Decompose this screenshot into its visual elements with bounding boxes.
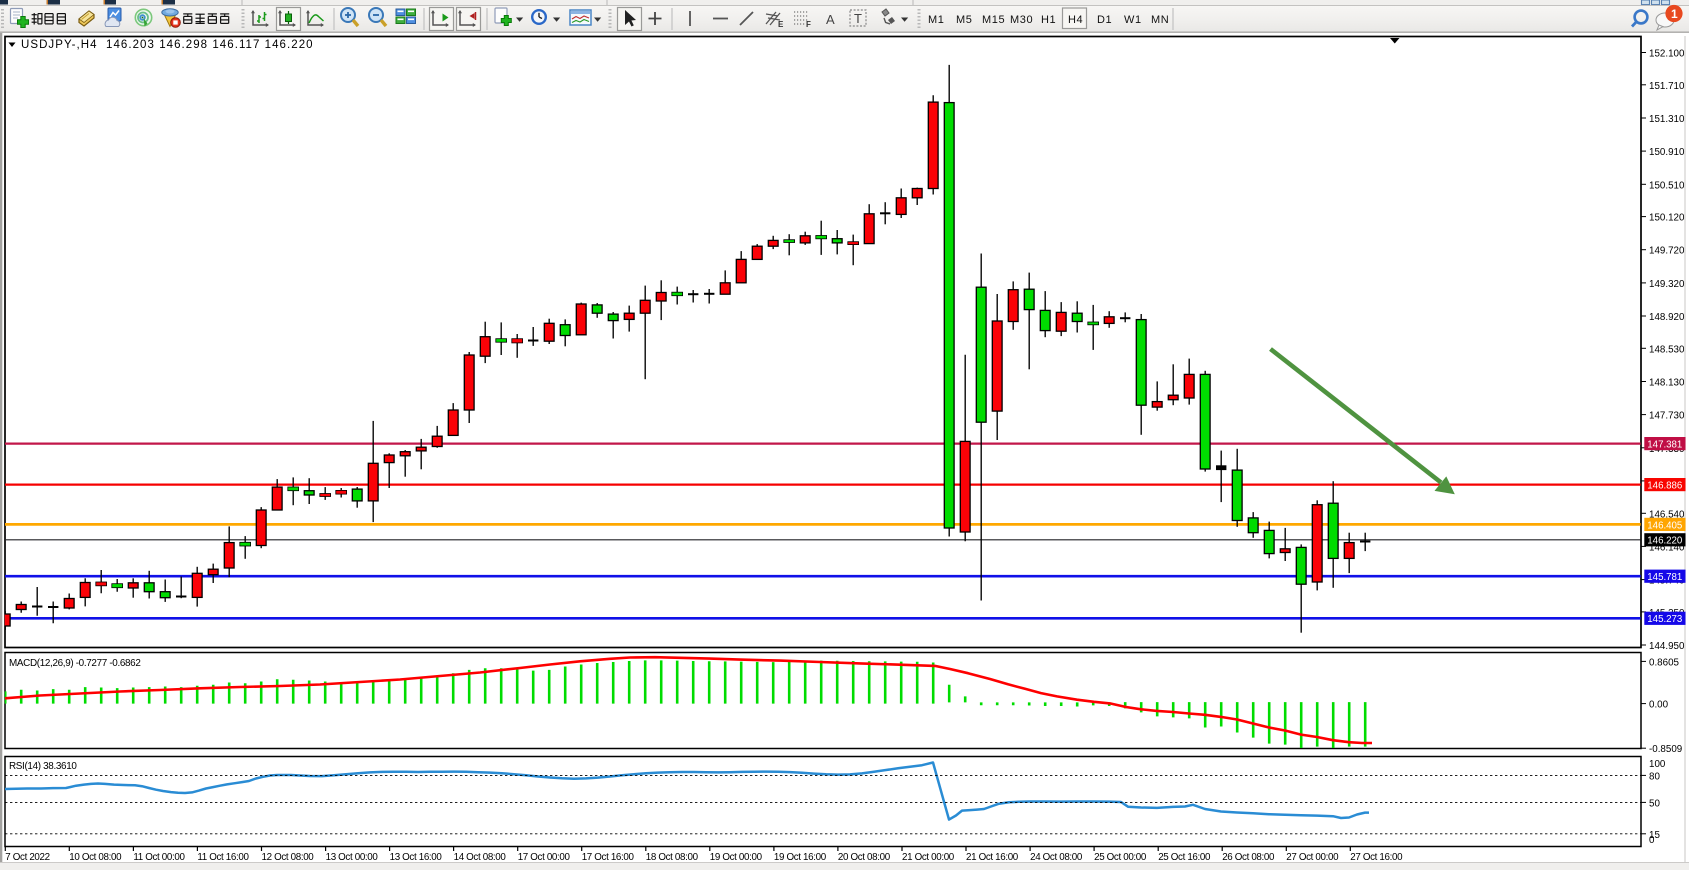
svg-text:147.730: 147.730 — [1649, 411, 1685, 422]
svg-text:M1: M1 — [928, 14, 944, 26]
svg-text:146.540: 146.540 — [1649, 509, 1685, 520]
svg-text:146.405: 146.405 — [1647, 520, 1682, 531]
svg-text:A: A — [826, 12, 835, 27]
svg-text:27 Oct 00:00: 27 Oct 00:00 — [1286, 852, 1339, 863]
svg-text:USDJPY-,H4 146.203 146.298 14: USDJPY-,H4 146.203 146.298 146.117 146.2… — [21, 39, 314, 51]
svg-text:13 Oct 16:00: 13 Oct 16:00 — [390, 852, 443, 863]
svg-text:0.8605: 0.8605 — [1649, 657, 1680, 668]
svg-text:D1: D1 — [1097, 14, 1112, 26]
svg-text:11 Oct 00:00: 11 Oct 00:00 — [133, 852, 185, 863]
svg-text:11 Oct 16:00: 11 Oct 16:00 — [197, 852, 249, 863]
svg-text:15: 15 — [1649, 830, 1660, 841]
svg-text:M15: M15 — [982, 14, 1005, 26]
svg-text:17 Oct 00:00: 17 Oct 00:00 — [518, 852, 571, 863]
svg-text:1: 1 — [1671, 7, 1678, 21]
svg-text:80: 80 — [1649, 771, 1660, 782]
svg-text:150.120: 150.120 — [1649, 213, 1685, 224]
svg-text:26 Oct 08:00: 26 Oct 08:00 — [1222, 852, 1275, 863]
svg-text:F: F — [806, 20, 811, 29]
svg-text:152.100: 152.100 — [1649, 49, 1685, 60]
svg-text:149.720: 149.720 — [1649, 246, 1685, 257]
svg-text:100: 100 — [1649, 759, 1666, 770]
svg-text:147.381: 147.381 — [1647, 440, 1682, 451]
svg-text:18 Oct 08:00: 18 Oct 08:00 — [646, 852, 699, 863]
svg-text:M5: M5 — [956, 14, 972, 26]
svg-text:RSI(14) 38.3610: RSI(14) 38.3610 — [9, 761, 77, 772]
svg-text:H4: H4 — [1068, 14, 1083, 26]
svg-text:-0.8509: -0.8509 — [1649, 744, 1682, 755]
svg-text:144.950: 144.950 — [1649, 641, 1685, 652]
svg-text:MN: MN — [1151, 14, 1169, 26]
svg-text:27 Oct 16:00: 27 Oct 16:00 — [1350, 852, 1403, 863]
svg-text:145.781: 145.781 — [1647, 572, 1682, 583]
svg-text:148.920: 148.920 — [1649, 312, 1685, 323]
svg-text:148.530: 148.530 — [1649, 344, 1685, 355]
svg-text:MACD(12,26,9) -0.7277 -0.6862: MACD(12,26,9) -0.7277 -0.6862 — [9, 658, 141, 669]
svg-text:24 Oct 08:00: 24 Oct 08:00 — [1030, 852, 1083, 863]
svg-text:149.320: 149.320 — [1649, 279, 1685, 290]
svg-text:H1: H1 — [1041, 14, 1056, 26]
svg-text:T: T — [854, 11, 862, 26]
svg-text:146.140: 146.140 — [1649, 542, 1685, 553]
svg-text:12 Oct 08:00: 12 Oct 08:00 — [262, 852, 315, 863]
svg-text:17 Oct 16:00: 17 Oct 16:00 — [582, 852, 635, 863]
svg-text:20 Oct 08:00: 20 Oct 08:00 — [838, 852, 891, 863]
svg-text:19 Oct 00:00: 19 Oct 00:00 — [710, 852, 763, 863]
svg-text:150.510: 150.510 — [1649, 180, 1685, 191]
svg-text:50: 50 — [1649, 798, 1660, 809]
svg-text:19 Oct 16:00: 19 Oct 16:00 — [774, 852, 827, 863]
svg-text:151.310: 151.310 — [1649, 114, 1685, 125]
svg-text:146.886: 146.886 — [1647, 481, 1682, 492]
svg-text:14 Oct 08:00: 14 Oct 08:00 — [454, 852, 507, 863]
svg-text:10 Oct 08:00: 10 Oct 08:00 — [69, 852, 122, 863]
svg-text:0: 0 — [1649, 835, 1655, 846]
svg-text:21 Oct 00:00: 21 Oct 00:00 — [902, 852, 955, 863]
svg-text:148.130: 148.130 — [1649, 378, 1685, 389]
svg-text:25 Oct 16:00: 25 Oct 16:00 — [1158, 852, 1211, 863]
svg-text:E: E — [778, 20, 784, 29]
svg-text:7 Oct 2022: 7 Oct 2022 — [5, 852, 49, 863]
svg-text:151.710: 151.710 — [1649, 81, 1685, 92]
svg-text:150.910: 150.910 — [1649, 147, 1685, 158]
svg-text:146.220: 146.220 — [1647, 536, 1683, 547]
svg-text:M30: M30 — [1010, 14, 1033, 26]
svg-text:0.00: 0.00 — [1649, 700, 1669, 711]
svg-text:25 Oct 00:00: 25 Oct 00:00 — [1094, 852, 1147, 863]
svg-text:21 Oct 16:00: 21 Oct 16:00 — [966, 852, 1019, 863]
svg-text:W1: W1 — [1124, 14, 1142, 26]
svg-text:13 Oct 00:00: 13 Oct 00:00 — [326, 852, 379, 863]
svg-text:145.273: 145.273 — [1647, 614, 1682, 625]
